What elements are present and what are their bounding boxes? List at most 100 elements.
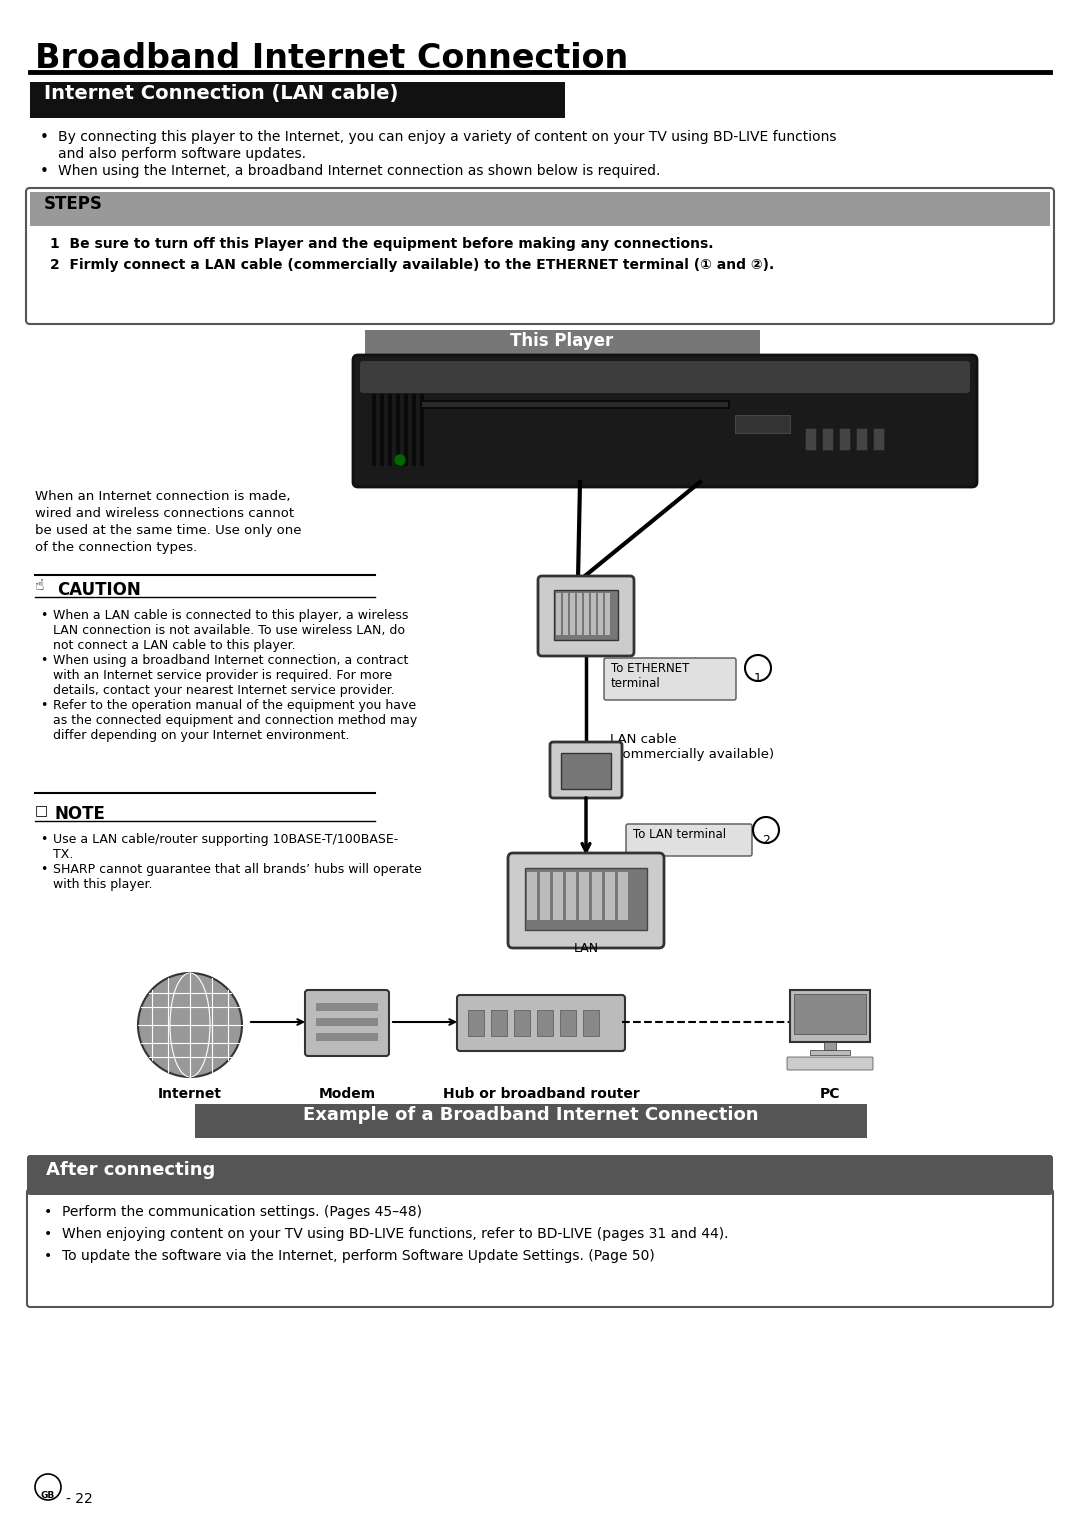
Circle shape: [753, 817, 779, 843]
Bar: [411, 394, 416, 466]
Text: •: •: [40, 833, 48, 846]
Bar: [316, 1017, 378, 1026]
Text: LAN: LAN: [573, 942, 598, 954]
Text: To update the software via the Internet, perform Software Update Settings. (Page: To update the software via the Internet,…: [62, 1249, 654, 1262]
FancyBboxPatch shape: [787, 1057, 873, 1069]
Bar: [583, 1010, 599, 1036]
Text: details, contact your nearest Internet service provider.: details, contact your nearest Internet s…: [53, 683, 395, 697]
Circle shape: [745, 656, 771, 682]
Text: After connecting: After connecting: [46, 1161, 215, 1180]
Bar: [824, 1042, 836, 1049]
Text: Internet Connection (LAN cable): Internet Connection (LAN cable): [44, 84, 399, 103]
Text: LAN connection is not available. To use wireless LAN, do: LAN connection is not available. To use …: [53, 624, 405, 637]
Bar: [570, 593, 575, 634]
Text: Refer to the operation manual of the equipment you have: Refer to the operation manual of the equ…: [53, 699, 416, 712]
Text: Internet: Internet: [158, 1088, 222, 1102]
Text: This Player: This Player: [511, 332, 613, 349]
Bar: [873, 427, 885, 450]
Text: ☝: ☝: [35, 578, 44, 593]
Text: TX.: TX.: [53, 849, 73, 861]
Text: □: □: [35, 803, 49, 817]
Bar: [856, 427, 867, 450]
Text: Broadband Internet Connection: Broadband Internet Connection: [35, 41, 629, 75]
Bar: [805, 427, 816, 450]
Bar: [605, 593, 610, 634]
FancyBboxPatch shape: [360, 362, 970, 394]
Text: •: •: [40, 164, 49, 179]
Text: with an Internet service provider is required. For more: with an Internet service provider is req…: [53, 669, 392, 682]
FancyBboxPatch shape: [353, 355, 977, 487]
Bar: [810, 1049, 850, 1056]
Text: When using the Internet, a broadband Internet connection as shown below is requi: When using the Internet, a broadband Int…: [58, 164, 660, 178]
Text: By connecting this player to the Internet, you can enjoy a variety of content on: By connecting this player to the Interne…: [58, 130, 837, 144]
Bar: [365, 329, 760, 360]
Bar: [468, 1010, 484, 1036]
Bar: [618, 872, 627, 921]
Text: When enjoying content on your TV using BD-LIVE functions, refer to BD-LIVE (page: When enjoying content on your TV using B…: [62, 1227, 729, 1241]
FancyBboxPatch shape: [26, 188, 1054, 323]
Text: 1: 1: [754, 673, 761, 685]
Text: •: •: [40, 699, 48, 712]
Text: When using a broadband Internet connection, a contract: When using a broadband Internet connecti…: [53, 654, 408, 666]
FancyBboxPatch shape: [457, 994, 625, 1051]
Text: •: •: [40, 863, 48, 876]
Bar: [404, 394, 408, 466]
Bar: [396, 394, 400, 466]
Bar: [579, 872, 589, 921]
Bar: [789, 990, 870, 1042]
FancyBboxPatch shape: [604, 659, 735, 700]
Text: wired and wireless connections cannot: wired and wireless connections cannot: [35, 507, 294, 519]
FancyBboxPatch shape: [27, 1189, 1053, 1307]
Bar: [839, 427, 850, 450]
Text: •: •: [40, 610, 48, 622]
Text: SHARP cannot guarantee that all brands’ hubs will operate: SHARP cannot guarantee that all brands’ …: [53, 863, 422, 876]
Bar: [514, 1010, 530, 1036]
Bar: [598, 593, 603, 634]
Text: To LAN terminal: To LAN terminal: [633, 827, 726, 841]
Bar: [30, 192, 1050, 227]
Text: When a LAN cable is connected to this player, a wireless: When a LAN cable is connected to this pl…: [53, 610, 408, 622]
Text: CAUTION: CAUTION: [57, 581, 140, 599]
Bar: [554, 590, 618, 640]
Bar: [316, 1033, 378, 1042]
Bar: [491, 1010, 507, 1036]
Text: •: •: [40, 654, 48, 666]
Circle shape: [35, 1474, 60, 1500]
Bar: [420, 394, 424, 466]
Bar: [794, 994, 866, 1034]
Text: GB: GB: [41, 1491, 55, 1500]
FancyBboxPatch shape: [305, 990, 389, 1056]
Text: Example of a Broadband Internet Connection: Example of a Broadband Internet Connecti…: [303, 1106, 759, 1124]
Bar: [540, 872, 550, 921]
Bar: [591, 593, 596, 634]
Bar: [527, 872, 537, 921]
FancyBboxPatch shape: [626, 824, 752, 856]
Text: NOTE: NOTE: [54, 804, 105, 823]
FancyBboxPatch shape: [538, 576, 634, 656]
Text: as the connected equipment and connection method may: as the connected equipment and connectio…: [53, 714, 417, 728]
Bar: [584, 593, 589, 634]
Bar: [592, 872, 602, 921]
Text: •: •: [44, 1249, 52, 1262]
Text: of the connection types.: of the connection types.: [35, 541, 198, 555]
Circle shape: [138, 973, 242, 1077]
Text: •: •: [40, 130, 49, 146]
Bar: [553, 872, 563, 921]
Text: •: •: [44, 1206, 52, 1219]
Bar: [822, 427, 833, 450]
Text: Use a LAN cable/router supporting 10BASE-T/100BASE-: Use a LAN cable/router supporting 10BASE…: [53, 833, 399, 846]
Bar: [605, 872, 615, 921]
Bar: [388, 394, 392, 466]
Bar: [372, 394, 376, 466]
Text: and also perform software updates.: and also perform software updates.: [58, 147, 306, 161]
Bar: [735, 415, 789, 434]
Bar: [420, 400, 730, 409]
Bar: [422, 401, 728, 408]
Bar: [195, 1105, 867, 1138]
Text: When an Internet connection is made,: When an Internet connection is made,: [35, 490, 291, 502]
Text: with this player.: with this player.: [53, 878, 152, 892]
Text: - 22: - 22: [66, 1492, 93, 1506]
Circle shape: [395, 455, 405, 466]
Bar: [556, 593, 561, 634]
Bar: [316, 1003, 378, 1011]
